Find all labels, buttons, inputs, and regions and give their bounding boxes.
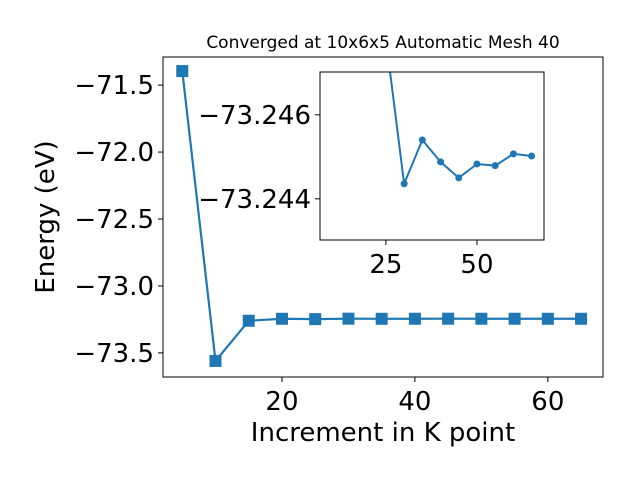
marker	[275, 312, 288, 325]
marker	[309, 313, 322, 326]
y-tick-label: −72.5	[74, 205, 154, 235]
marker	[242, 314, 255, 327]
y-tick-label: −73.0	[74, 272, 154, 302]
axes-frame	[319, 71, 545, 241]
plot-group	[389, 72, 536, 188]
marker	[442, 312, 455, 325]
marker	[508, 312, 521, 325]
marker	[176, 65, 189, 78]
x-tick-label: 50	[460, 250, 493, 280]
marker	[491, 162, 499, 170]
y-tick-label: −71.5	[74, 71, 154, 101]
axes-frame	[162, 56, 604, 378]
marker	[475, 312, 488, 325]
plot-group	[176, 65, 588, 367]
x-axis-label: Increment in K point	[251, 418, 515, 448]
marker	[509, 150, 517, 158]
marker	[209, 354, 222, 367]
marker	[408, 312, 421, 325]
y-axis-label: Energy (eV)	[31, 140, 61, 293]
x-tick-label: 60	[531, 387, 564, 417]
x-tick-label: 20	[265, 387, 298, 417]
marker	[541, 312, 554, 325]
marker	[455, 174, 463, 182]
marker	[375, 312, 388, 325]
x-tick-label: 40	[398, 387, 431, 417]
chart-title: Converged at 10x6x5 Automatic Mesh 40	[206, 33, 559, 53]
marker	[437, 158, 445, 166]
plot-area	[320, 72, 544, 240]
marker	[400, 180, 408, 188]
y-tick-label: −73.5	[74, 339, 154, 369]
marker	[528, 152, 536, 160]
x-tick-label: 25	[369, 250, 402, 280]
y-tick-label: −72.0	[74, 138, 154, 168]
marker	[342, 312, 355, 325]
marker	[418, 136, 426, 144]
y-tick-label: −73.246	[198, 101, 311, 131]
y-tick-label: −73.244	[198, 185, 311, 215]
marker	[473, 160, 481, 168]
marker	[575, 312, 588, 325]
